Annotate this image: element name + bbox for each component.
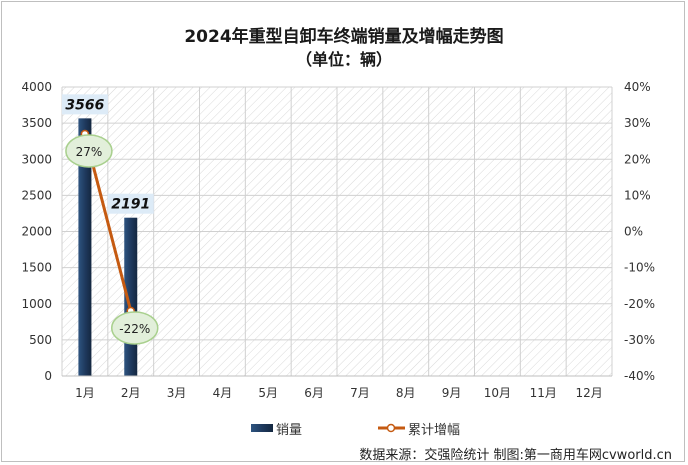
- chart-subtitle: （单位：辆）: [295, 50, 392, 69]
- y-tick-label: 1000: [21, 297, 52, 311]
- y2-tick-label: -10%: [624, 261, 655, 275]
- y-tick-label: 2500: [21, 188, 52, 202]
- x-tick-label: 1月: [75, 386, 95, 400]
- bar-value-label: 3566: [65, 97, 104, 113]
- legend-sales-label: 销量: [276, 423, 303, 438]
- y2-tick-label: -20%: [624, 297, 655, 311]
- x-tick-label: 11月: [530, 386, 557, 400]
- y2-tick-label: 30%: [624, 116, 651, 130]
- x-tick-label: 5月: [258, 386, 278, 400]
- growth-label-bubble: [65, 134, 113, 168]
- x-tick-label: 8月: [396, 386, 416, 400]
- bar: [78, 118, 92, 376]
- x-tick-label: 9月: [442, 386, 462, 400]
- y-tick-label: 2000: [21, 225, 52, 239]
- growth-value-label: -22%: [119, 322, 150, 336]
- x-tick-label: 7月: [350, 386, 370, 400]
- y2-tick-label: 40%: [624, 80, 651, 94]
- x-tick-label: 4月: [213, 386, 233, 400]
- y2-tick-label: 10%: [624, 188, 651, 202]
- legend-growth-marker: [386, 423, 396, 433]
- bar-label-bg: [107, 193, 154, 214]
- bar-value-label: 2191: [111, 197, 150, 213]
- x-tick-label: 6月: [304, 386, 324, 400]
- legend-growth-label: 累计增幅: [408, 423, 461, 438]
- y2-tick-label: -40%: [624, 369, 655, 383]
- y-tick-label: 3500: [21, 116, 52, 130]
- source-note: 数据来源：交强险统计 制图:第一商用车网cvworld.cn: [359, 448, 672, 463]
- legend-sales-swatch: [251, 424, 273, 432]
- y-tick-label: 4000: [21, 80, 52, 94]
- y2-tick-label: -30%: [624, 333, 655, 347]
- growth-value-label: 27%: [76, 145, 103, 159]
- y2-tick-label: 0%: [624, 225, 643, 239]
- x-tick-label: 12月: [575, 386, 602, 400]
- chart-title: 2024年重型自卸车终端销量及增幅走势图: [184, 27, 504, 47]
- x-tick-label: 10月: [484, 386, 511, 400]
- y-tick-label: 3000: [21, 152, 52, 166]
- y-tick-label: 1500: [21, 261, 52, 275]
- x-tick-label: 2月: [121, 386, 141, 400]
- y-tick-label: 500: [29, 333, 52, 347]
- growth-label-bubble: [111, 311, 159, 345]
- y-tick-label: 0: [44, 369, 52, 383]
- y2-tick-label: 20%: [624, 152, 651, 166]
- bar-label-bg: [61, 94, 108, 115]
- x-tick-label: 3月: [167, 386, 187, 400]
